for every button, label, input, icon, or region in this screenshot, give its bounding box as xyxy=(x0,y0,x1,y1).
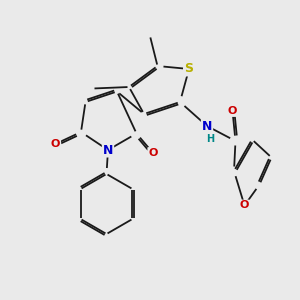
Text: O: O xyxy=(228,106,237,116)
Text: N: N xyxy=(202,119,212,133)
Text: O: O xyxy=(51,139,60,149)
Text: H: H xyxy=(206,134,214,144)
Text: O: O xyxy=(148,148,158,158)
Text: S: S xyxy=(184,62,194,76)
Text: O: O xyxy=(240,200,249,211)
Text: N: N xyxy=(103,143,113,157)
